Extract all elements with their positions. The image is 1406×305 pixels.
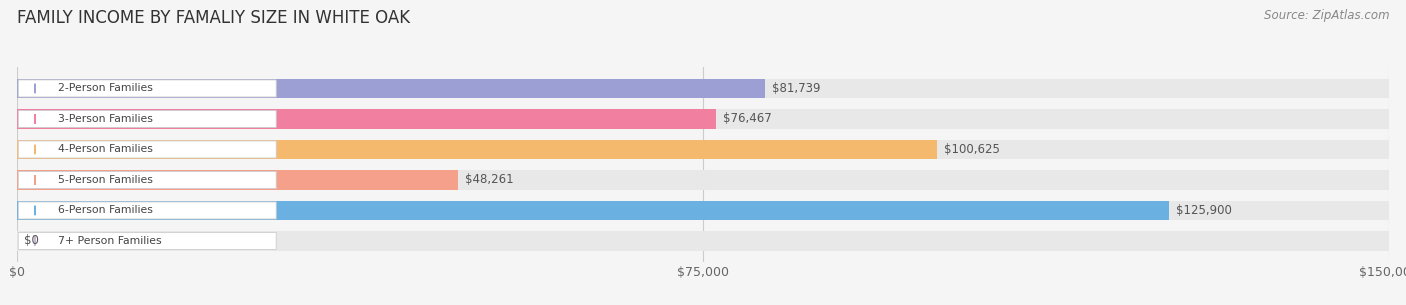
Bar	[17, 78, 1389, 98]
Text: 6-Person Families: 6-Person Families	[58, 206, 153, 215]
Bar	[17, 170, 1389, 190]
Text: FAMILY INCOME BY FAMALIY SIZE IN WHITE OAK: FAMILY INCOME BY FAMALIY SIZE IN WHITE O…	[17, 9, 411, 27]
Text: 5-Person Families: 5-Person Families	[58, 175, 153, 185]
Text: 3-Person Families: 3-Person Families	[58, 114, 153, 124]
Text: 7+ Person Families: 7+ Person Families	[58, 236, 162, 246]
Text: 4-Person Families: 4-Person Families	[58, 145, 153, 154]
FancyBboxPatch shape	[18, 80, 276, 97]
FancyBboxPatch shape	[18, 202, 276, 219]
FancyBboxPatch shape	[18, 141, 276, 158]
Text: $48,261: $48,261	[465, 174, 513, 186]
Text: $0: $0	[24, 235, 38, 247]
Bar	[17, 201, 1168, 220]
Bar	[17, 140, 1389, 159]
Bar	[17, 109, 1389, 129]
FancyBboxPatch shape	[18, 232, 276, 249]
Text: Source: ZipAtlas.com: Source: ZipAtlas.com	[1264, 9, 1389, 22]
Text: $100,625: $100,625	[945, 143, 1000, 156]
FancyBboxPatch shape	[18, 110, 276, 127]
Text: $76,467: $76,467	[723, 113, 772, 125]
Text: 2-Person Families: 2-Person Families	[58, 84, 153, 93]
FancyBboxPatch shape	[18, 171, 276, 188]
Bar	[17, 140, 938, 159]
Bar	[17, 78, 765, 98]
Bar	[17, 170, 458, 190]
Text: $125,900: $125,900	[1175, 204, 1232, 217]
Bar	[17, 231, 1389, 251]
Bar	[17, 109, 717, 129]
Bar	[17, 201, 1389, 220]
Text: $81,739: $81,739	[772, 82, 820, 95]
